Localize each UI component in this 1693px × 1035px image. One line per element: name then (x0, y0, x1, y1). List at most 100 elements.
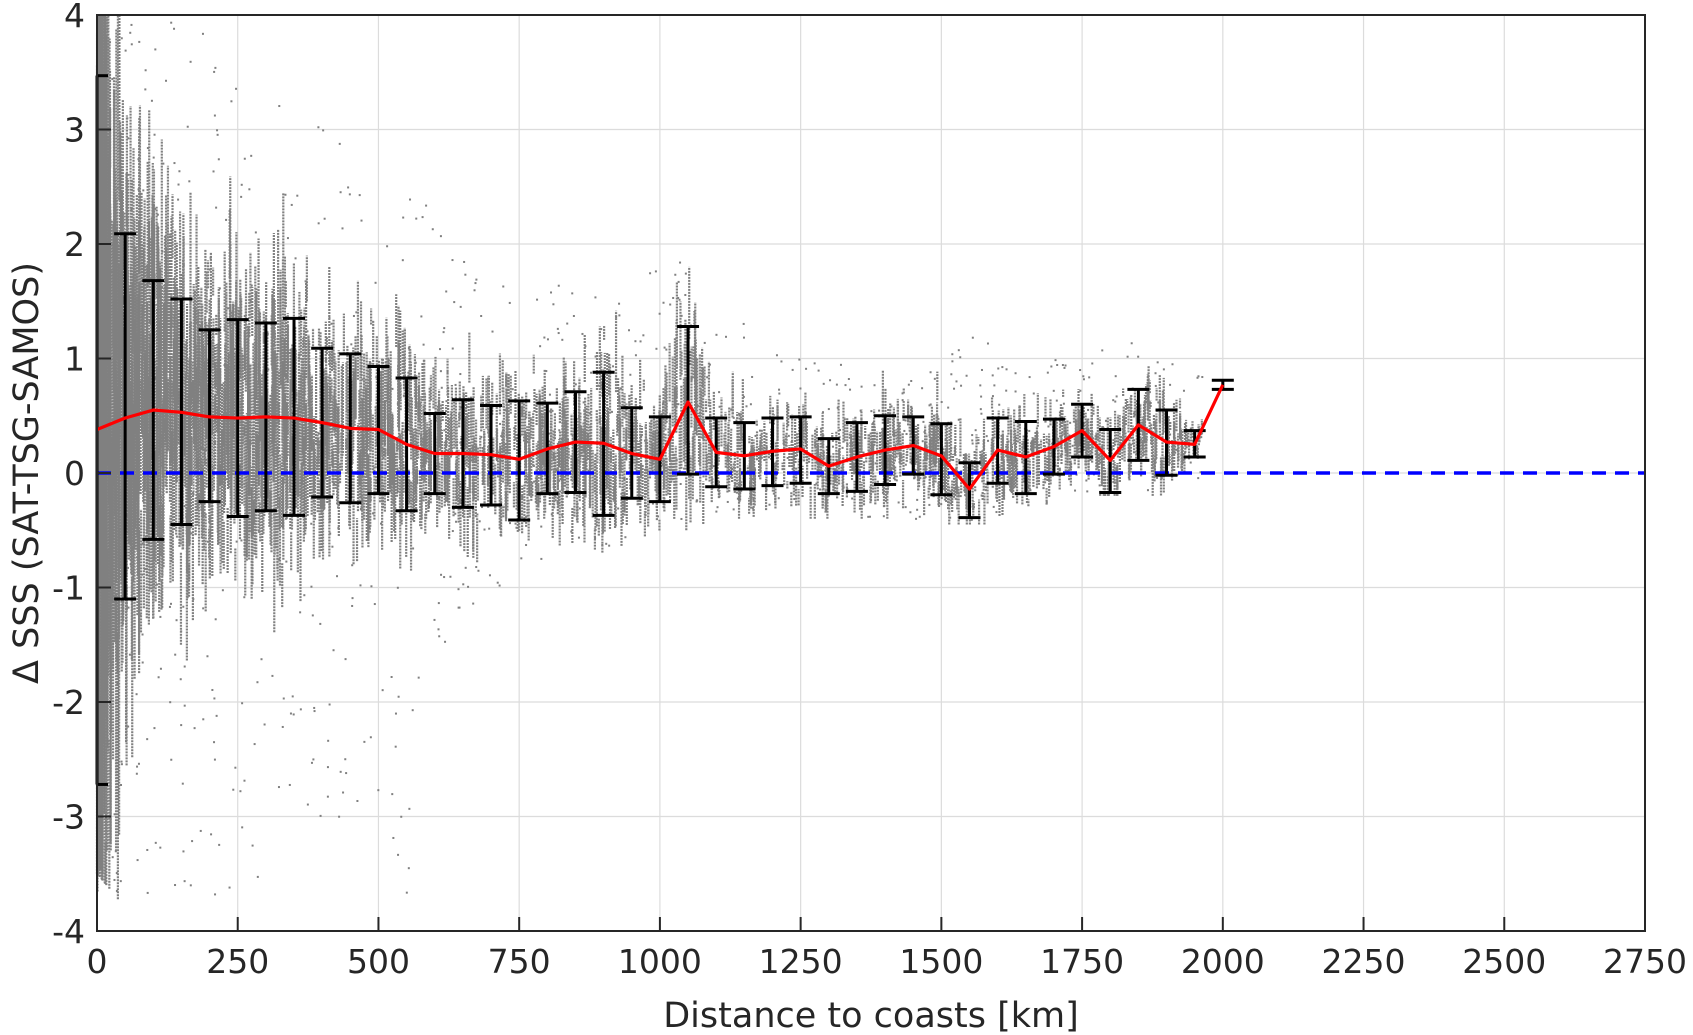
scatter-point (404, 430, 407, 433)
scatter-point (533, 480, 536, 483)
scatter-point (467, 459, 470, 462)
scatter-point (189, 60, 192, 63)
scatter-point (905, 433, 908, 436)
scatter-point (243, 779, 246, 782)
scatter-point (546, 338, 549, 341)
scatter-point (488, 527, 491, 530)
scatter-point (313, 706, 316, 709)
y-axis-label: Δ SSS (SAT-TSG-SAMOS) (7, 262, 47, 684)
scatter-point (327, 739, 330, 742)
scatter-point (462, 583, 465, 586)
scatter-point (180, 630, 183, 633)
scatter-point (218, 287, 221, 290)
scatter-point (1021, 446, 1024, 449)
scatter-point (959, 356, 962, 359)
scatter-point (1086, 490, 1089, 493)
scatter-point (645, 505, 648, 508)
scatter-point (752, 509, 755, 512)
scatter-point (353, 397, 356, 400)
scatter-point (777, 497, 780, 500)
scatter-point (835, 383, 838, 386)
scatter-point (745, 405, 748, 408)
scatter-point (394, 712, 397, 715)
scatter-point (901, 399, 904, 402)
scatter-point (672, 296, 675, 299)
scatter-point (868, 450, 871, 453)
scatter-point (986, 342, 989, 345)
scatter-point (310, 585, 313, 588)
scatter-point (474, 282, 477, 285)
scatter-point (154, 207, 157, 210)
scatter-point (183, 880, 186, 883)
scatter-point (617, 507, 620, 510)
scatter-point (618, 302, 621, 305)
scatter-point (916, 441, 919, 444)
scatter-point (215, 714, 218, 717)
scatter-point (127, 173, 130, 176)
scatter-point (561, 338, 564, 341)
scatter-point (417, 676, 420, 679)
scatter-point (604, 432, 607, 435)
scatter-point (654, 270, 657, 273)
scatter-point (331, 545, 334, 548)
scatter-point (1063, 366, 1066, 369)
scatter-point (1055, 399, 1058, 402)
scatter-point (241, 826, 244, 829)
scatter-point (940, 497, 943, 500)
scatter-point (1079, 389, 1082, 392)
scatter-point (669, 303, 672, 306)
scatter-point (1054, 359, 1057, 362)
scatter-point (225, 218, 228, 221)
scatter-point (464, 407, 467, 410)
scatter-point (655, 347, 658, 350)
scatter-point (159, 667, 162, 670)
scatter-point (679, 261, 682, 264)
scatter-point (893, 434, 896, 437)
scatter-point (141, 542, 144, 545)
scatter-point (1114, 375, 1117, 378)
scatter-point (997, 367, 1000, 370)
scatter-point (849, 456, 852, 459)
scatter-point (214, 66, 217, 69)
scatter-point (586, 439, 589, 442)
scatter-point (283, 366, 286, 369)
scatter-point (887, 485, 890, 488)
scatter-point (401, 259, 404, 262)
scatter-point (284, 193, 287, 196)
scatter-point (750, 486, 753, 489)
scatter-point (338, 815, 341, 818)
scatter-point (454, 383, 457, 386)
scatter-point (557, 332, 560, 335)
scatter-point (1005, 368, 1008, 371)
scatter-point (326, 766, 329, 769)
scatter-point (459, 373, 462, 376)
scatter-point (837, 432, 840, 435)
scatter-point (161, 250, 164, 253)
scatter-point (957, 418, 960, 421)
scatter-point (536, 298, 539, 301)
scatter-point (282, 697, 285, 700)
scatter-point (141, 633, 144, 636)
scatter-point (1088, 376, 1091, 379)
scatter-point (195, 435, 198, 438)
scatter-point (336, 430, 339, 433)
scatter-point (313, 710, 316, 713)
scatter-point (397, 853, 400, 856)
scatter-point (199, 829, 202, 832)
scatter-point (240, 195, 243, 198)
scatter-point (958, 458, 961, 461)
scatter-point (175, 619, 178, 622)
scatter-point (396, 586, 399, 589)
scatter-point (498, 584, 501, 587)
scatter-point (126, 117, 129, 120)
scatter-point (587, 469, 590, 472)
scatter-point (408, 807, 411, 810)
scatter-point (475, 566, 478, 569)
scatter-point (120, 783, 123, 786)
scatter-point (923, 430, 926, 433)
scatter-point (206, 540, 209, 543)
scatter-point (98, 743, 101, 746)
scatter-point (192, 598, 195, 601)
scatter-point (191, 840, 194, 843)
scatter-point (765, 446, 768, 449)
